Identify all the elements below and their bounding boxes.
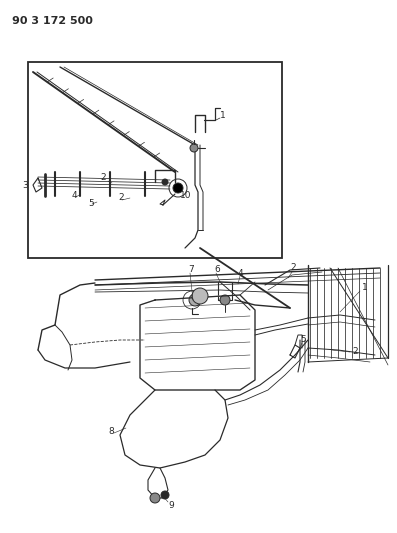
Text: 4: 4: [238, 269, 244, 278]
Circle shape: [162, 179, 168, 185]
Circle shape: [192, 288, 208, 304]
Text: 90 3 172 500: 90 3 172 500: [12, 16, 93, 26]
Text: 9: 9: [168, 500, 174, 510]
Text: 10: 10: [180, 191, 191, 200]
Circle shape: [161, 491, 169, 499]
Circle shape: [150, 493, 160, 503]
Text: 8: 8: [108, 427, 114, 437]
Circle shape: [173, 183, 183, 193]
Text: 2: 2: [118, 192, 123, 201]
Text: 1: 1: [220, 111, 226, 120]
Text: 1: 1: [362, 284, 368, 293]
Text: 5: 5: [88, 199, 94, 208]
Text: 4: 4: [72, 191, 78, 200]
Text: 6: 6: [214, 265, 220, 274]
Text: 3: 3: [22, 182, 28, 190]
Circle shape: [189, 294, 201, 306]
Text: 2: 2: [352, 348, 358, 357]
Text: 5: 5: [300, 335, 306, 344]
Circle shape: [220, 295, 230, 305]
Text: 7: 7: [188, 265, 194, 274]
Text: 2: 2: [290, 263, 296, 272]
Bar: [28, 62, 282, 258]
Text: 2: 2: [100, 174, 106, 182]
Circle shape: [190, 144, 198, 152]
